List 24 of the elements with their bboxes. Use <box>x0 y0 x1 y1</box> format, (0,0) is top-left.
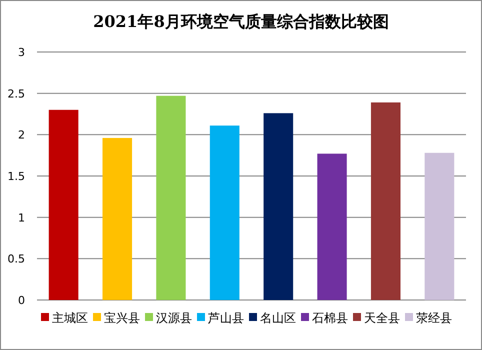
y-tick-label: 0 <box>18 294 25 307</box>
bar <box>210 126 240 300</box>
bar <box>424 152 454 300</box>
bar <box>264 113 294 300</box>
bar <box>370 102 400 300</box>
bar <box>156 96 186 300</box>
chart-title: 2021年8月环境空气质量综合指数比较图 <box>93 12 389 31</box>
legend-label: 主城区 <box>52 311 88 325</box>
y-tick-label: 2.5 <box>8 87 25 100</box>
y-tick-label: 1 <box>18 211 25 224</box>
legend-label: 芦山县 <box>208 311 244 325</box>
bar <box>48 110 78 300</box>
legend-label: 石棉县 <box>312 311 348 325</box>
legend-label: 宝兴县 <box>104 311 140 325</box>
y-tick-label: 1.5 <box>8 170 25 183</box>
y-tick-label: 0.5 <box>8 252 25 266</box>
legend-label: 名山区 <box>260 311 296 325</box>
legend-label: 汉源县 <box>156 311 192 325</box>
bar <box>102 138 132 300</box>
legend-label: 荥经县 <box>416 311 452 325</box>
y-tick-label: 3 <box>18 46 25 59</box>
y-tick-label: 2 <box>18 128 25 142</box>
legend-label: 天全县 <box>364 311 400 325</box>
bar <box>317 154 347 300</box>
